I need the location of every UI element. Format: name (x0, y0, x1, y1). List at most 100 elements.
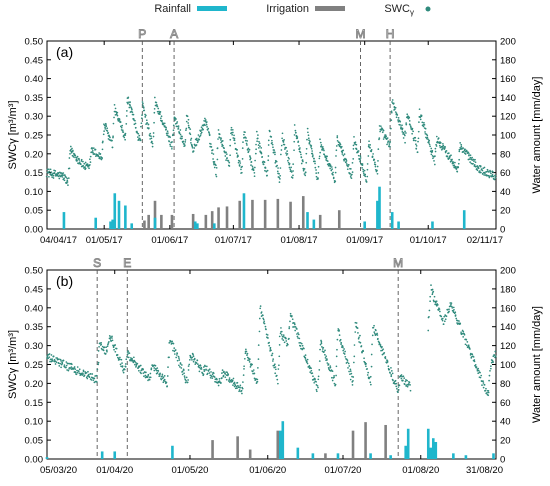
swc-point (185, 127, 188, 130)
y-tick-label-left: 0.15 (25, 398, 44, 409)
swc-point (80, 158, 83, 161)
swc-point (233, 137, 236, 140)
swc-point (48, 175, 50, 178)
swc-point (442, 144, 445, 147)
swc-point (292, 163, 295, 166)
swc-point (131, 357, 133, 360)
swc-point (443, 147, 446, 150)
swc-point (97, 155, 100, 158)
swc-point (156, 104, 158, 106)
swc-point (401, 127, 404, 130)
swc-point (126, 353, 129, 356)
swc-point (232, 384, 234, 386)
swc-point (300, 153, 302, 156)
swc-point (335, 374, 337, 377)
swc-point (402, 131, 405, 134)
swc-point (386, 137, 389, 139)
swc-point (245, 137, 247, 139)
swc-point (198, 370, 201, 373)
swc-point (139, 139, 142, 142)
swc-point (185, 380, 187, 382)
swc-point (249, 366, 252, 368)
swc-point (252, 168, 255, 171)
swc-point (297, 140, 300, 143)
swc-point (274, 151, 276, 154)
swc-point (349, 373, 351, 376)
swc-point (438, 144, 441, 147)
swc-point (175, 356, 178, 359)
swc-point (490, 172, 492, 175)
rainfall-bar (376, 200, 379, 229)
swc-point (100, 342, 103, 344)
swc-point (340, 145, 343, 148)
x-tick-label: 01/08/20 (402, 465, 439, 476)
swc-point (397, 120, 400, 123)
swc-point (305, 147, 308, 150)
y-tick-label-right: 100 (500, 131, 516, 142)
swc-point (458, 148, 461, 151)
x-tick-label: 01/10/17 (410, 235, 447, 246)
swc-point (353, 344, 356, 346)
swc-point (293, 322, 296, 324)
swc-point (172, 133, 174, 136)
swc-point (373, 158, 376, 161)
swc-point (200, 368, 203, 370)
swc-point (283, 143, 286, 146)
swc-point (423, 123, 426, 126)
swc-point (390, 127, 392, 130)
swc-point (357, 331, 359, 334)
swc-point (319, 151, 322, 154)
swc-point (236, 381, 239, 384)
swc-point (254, 152, 257, 155)
swc-point (198, 364, 200, 367)
swc-point (175, 125, 178, 128)
swc-point (94, 148, 97, 151)
swc-point (408, 120, 411, 122)
swc-point (479, 170, 481, 172)
swc-point (242, 381, 244, 383)
swc-point (491, 173, 494, 176)
swc-point (483, 384, 486, 386)
swc-point (335, 145, 338, 147)
swc-point (215, 166, 218, 169)
swc-point (378, 125, 381, 127)
irrigation-bar (248, 449, 252, 459)
swc-point (225, 159, 227, 161)
swc-point (424, 131, 426, 133)
swc-point (215, 173, 217, 176)
irrigation-bar (351, 430, 355, 459)
swc-point (215, 164, 217, 167)
swc-point (463, 333, 466, 336)
swc-point (169, 340, 172, 343)
swc-point (145, 119, 148, 122)
swc-point (265, 170, 268, 173)
swc-point (397, 117, 400, 119)
swc-point (207, 127, 210, 130)
swc-point (255, 130, 258, 133)
swc-point (414, 136, 417, 139)
swc-point (369, 144, 372, 146)
swc-point (208, 372, 211, 374)
swc-point (197, 140, 199, 142)
swc-point (49, 168, 52, 171)
swc-point (237, 161, 240, 164)
rainfall-bar (296, 447, 300, 459)
swc-point (378, 342, 381, 345)
swc-point (361, 351, 363, 354)
swc-point (171, 141, 173, 143)
swc-point (221, 372, 223, 375)
swc-point (114, 107, 117, 110)
swc-point (165, 381, 168, 384)
swc-point (211, 152, 213, 154)
swc-point (65, 176, 67, 179)
swc-point (184, 381, 187, 384)
swc-point (405, 122, 408, 124)
swc-point (129, 359, 131, 362)
swc-point (48, 168, 50, 171)
swc-point (74, 154, 77, 157)
swc-point (109, 336, 112, 339)
swc-point (465, 338, 468, 341)
swc-point (489, 367, 492, 370)
swc-point (318, 369, 321, 371)
swc-point (345, 163, 348, 165)
